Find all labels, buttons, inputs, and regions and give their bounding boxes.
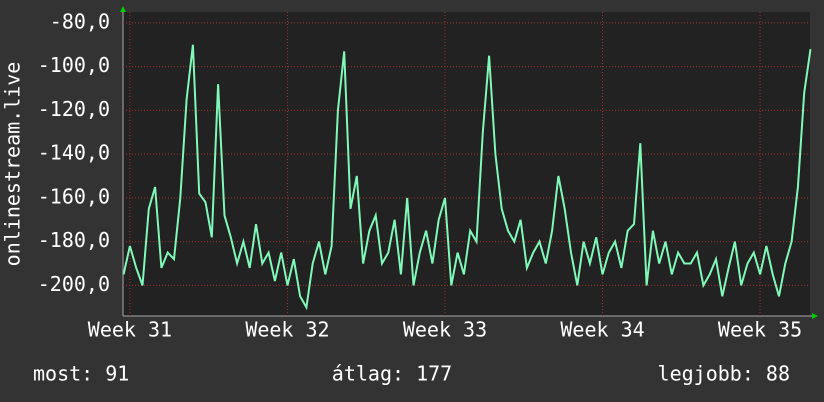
y-tick-label: -120,0	[38, 97, 110, 121]
y-tick-label: -80,0	[50, 9, 110, 33]
y-tick-label: -200,0	[38, 272, 110, 296]
y-arrow	[120, 6, 126, 12]
y-axis-label: onlinestream.live	[1, 62, 25, 267]
data-line	[122, 44, 812, 311]
y-tick-label: -180,0	[38, 228, 110, 252]
x-tick-label: Week 34	[560, 318, 644, 342]
plot-area	[123, 12, 810, 316]
footer-current: most: 91	[33, 362, 129, 386]
x-arrow	[812, 313, 818, 319]
x-tick-label: Week 31	[88, 318, 172, 342]
x-tick-label: Week 33	[403, 318, 487, 342]
x-tick-label: Week 32	[245, 318, 329, 342]
footer-average: átlag: 177	[332, 362, 452, 386]
y-tick-label: -160,0	[38, 184, 110, 208]
y-tick-label: -140,0	[38, 141, 110, 165]
x-tick-label: Week 35	[718, 318, 802, 342]
y-tick-label: -100,0	[38, 53, 110, 77]
footer-best: legjobb: 88	[658, 362, 790, 386]
